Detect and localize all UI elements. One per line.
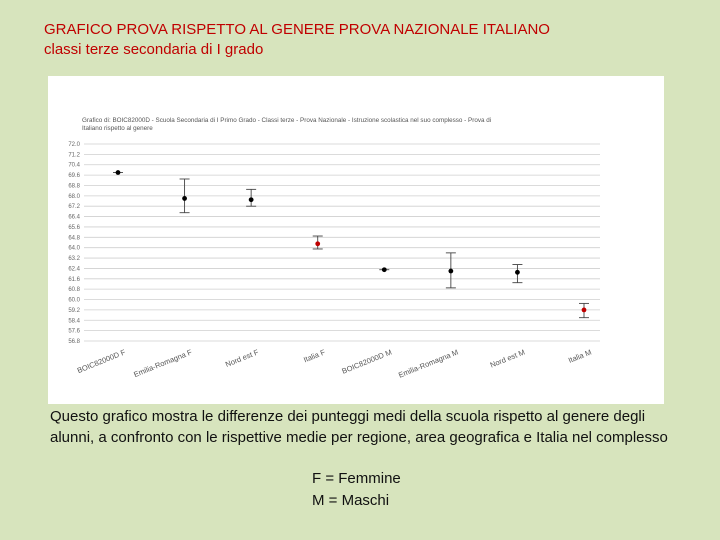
y-tick-label: 68.0: [68, 194, 80, 200]
y-tick-label: 71.2: [68, 152, 80, 158]
chart-panel: Grafico di: BOIC82000D - Scuola Secondar…: [48, 76, 664, 404]
x-tick-label: Nord est M: [489, 348, 526, 370]
data-point: [515, 269, 520, 275]
y-tick-label: 60.8: [68, 287, 80, 293]
y-tick-label: 65.6: [68, 225, 80, 231]
y-tick-label: 67.2: [68, 204, 80, 210]
data-point: [248, 197, 254, 203]
data-point: [182, 196, 187, 201]
y-tick-label: 69.6: [68, 173, 80, 179]
x-tick-label: Emilia-Romagna F: [132, 347, 193, 379]
legend-female: F = Femmine: [312, 470, 401, 487]
y-tick-label: 64.8: [68, 235, 80, 241]
y-tick-label: 57.6: [68, 329, 80, 335]
chart-svg: Grafico di: BOIC82000D - Scuola Secondar…: [68, 117, 600, 380]
data-point: [315, 241, 321, 247]
y-tick-label: 62.4: [68, 266, 80, 272]
y-tick-label: 58.4: [68, 318, 80, 324]
data-point: [115, 170, 121, 175]
y-tick-label: 63.2: [68, 256, 80, 262]
x-tick-label: Nord est F: [224, 347, 260, 369]
y-tick-label: 66.4: [68, 215, 80, 221]
y-tick-label: 68.8: [68, 183, 80, 189]
x-tick-label: Italia F: [302, 347, 327, 364]
grid-layer: [84, 143, 600, 342]
gender-legend: F = Femmine M = Maschi: [312, 468, 401, 512]
y-tick-label: 59.2: [68, 308, 80, 314]
y-tick-label: 56.8: [68, 339, 80, 345]
series-layer: [113, 170, 589, 319]
y-axis-ticks: 72.0 71.2 70.4 69.6 68.8 68.0 67.2 66.4 65.6 64.8…: [68, 142, 80, 345]
chart-caption-line1: Grafico di: BOIC82000D - Scuola Secondar…: [82, 117, 491, 124]
slide-title-line1: GRAFICO PROVA RISPETTO AL GENERE PROVA N…: [44, 21, 550, 38]
data-point: [448, 268, 454, 274]
y-tick-label: 64.0: [68, 246, 80, 252]
slide-title: GRAFICO PROVA RISPETTO AL GENERE PROVA N…: [44, 20, 684, 60]
y-tick-label: 60.0: [68, 298, 80, 304]
slide-title-line2: classi terze secondaria di I grado: [44, 41, 264, 58]
data-point: [581, 307, 587, 313]
x-tick-label: Emilia-Romagna M: [397, 348, 460, 380]
x-axis-ticks: BOIC82000D F Emilia-Romagna F Nord est F It…: [76, 347, 593, 379]
chart-caption-line2: Italiano rispetto al genere: [82, 125, 153, 132]
y-tick-label: 70.4: [68, 163, 80, 169]
legend-male: M = Maschi: [312, 492, 390, 509]
y-tick-label: 72.0: [68, 142, 80, 148]
data-point: [381, 267, 387, 273]
y-tick-label: 61.6: [68, 277, 80, 283]
chart-description: Questo grafico mostra le differenze dei …: [50, 408, 668, 446]
x-tick-label: BOIC82000D F: [76, 347, 127, 375]
x-tick-label: BOIC82000D M: [341, 348, 393, 376]
x-tick-label: Italia M: [567, 348, 593, 365]
